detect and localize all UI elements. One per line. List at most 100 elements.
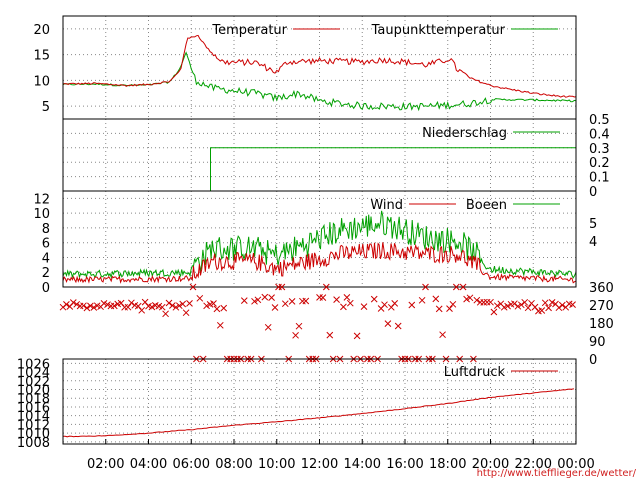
wind-direction-marker [538,307,546,314]
wind-direction-marker [466,294,474,302]
wind-direction-marker [435,305,443,313]
wind-direction-marker [261,293,269,301]
wind-direction-marker [128,299,135,307]
dir-tick-label: 360 [589,281,614,296]
wind-tick-label: 8 [42,222,50,237]
wind-direction-marker [288,298,296,305]
wind-direction-marker [220,304,228,312]
wind-direction-marker [73,300,81,308]
wind-direction-marker [90,304,98,311]
wind-direction-marker [524,304,532,312]
time-tick-label: 08:00 [215,457,252,472]
wind-line [62,242,576,284]
rain-tick-label: 0.1 [589,171,610,186]
wind-direction-marker [87,302,94,310]
wind-tick-label: 6 [42,237,50,252]
wind-direction-marker [408,301,416,309]
pressure-tick-label: 1012 [17,418,50,433]
time-axis: 02:00 04:00 06:00 08:00 10:00 12:00 14:00 16:00… [87,439,595,472]
wind-direction-marker [555,304,563,312]
wind-direction-marker [83,304,91,312]
wind-direction-marker [439,331,446,339]
pressure-tick-label: 1016 [17,401,50,416]
pressure-tick-label: 1010 [17,427,50,442]
legend-boeen: Boeen [466,198,507,213]
time-tick-label: 20:00 [472,457,509,472]
wind-direction-marker [487,298,494,306]
pressure-tick-label: 1020 [17,384,50,399]
wind-direction-marker [319,294,327,301]
footer-url[interactable]: http://www.tiefflieger.de/wetter/ [477,468,637,479]
legend-temperatur: Temperatur [211,23,287,38]
time-tick-label: 02:00 [87,457,124,472]
rain-tick-label: 0.4 [589,127,610,142]
wind-direction-marker [292,331,299,339]
wind-direction-marker [391,300,399,307]
time-tick-label: 06:00 [173,457,210,472]
time-tick-label: 18:00 [429,457,466,472]
wind-direction-marker [295,322,303,330]
wind-direction-marker [384,320,392,327]
time-tick-label: 04:00 [130,457,167,472]
wind-direction-marker [196,294,204,302]
legend-luftdruck: Luftdruck [444,365,506,380]
wind-direction-marker [381,301,388,309]
wind-direction-marker [360,303,368,310]
wind-direction-marker [158,303,166,311]
wind-direction-marker [432,295,440,303]
rain-tick-label: 0 [589,185,597,200]
wind-direction-marker [473,296,481,304]
time-tick-label: 16:00 [386,457,423,472]
wind-direction-marker [418,296,426,304]
wind-direction-marker [521,298,529,306]
wind-direction-marker [189,283,197,291]
wind-direction-marker [343,294,351,301]
wind-right-tick-label: 4 [589,235,597,250]
wind-direction-marker [124,303,132,311]
wind-direction-marker [422,283,429,291]
rain-tick-label: 0.2 [589,156,610,171]
wind-direction-marker [452,283,460,291]
wind-direction-marker [281,300,289,308]
dir-tick-label: 90 [589,335,606,350]
wind-tick-label: 12 [33,192,50,207]
wind-direction-marker [511,300,518,308]
pressure-tick-label: 1026 [17,357,50,372]
wind-direction-marker [278,283,286,291]
wind-direction-marker [210,300,217,307]
wind-direction-marker [569,301,576,308]
wind-direction-marker [333,296,340,303]
wind-direction-marker [264,323,272,331]
wind-direction-marker [240,297,248,304]
time-tick-label: 22:00 [515,457,552,472]
gust-line [62,210,577,279]
wind-tick-label: 4 [42,251,50,266]
wind-direction-marker [179,300,187,308]
wind-direction-marker [271,304,279,311]
wind-direction-marker [490,308,498,316]
wind-direction-marker [514,302,522,310]
wind-direction-marker [251,297,258,305]
legend-wind: Wind [370,198,403,213]
wind-direction-marker [353,332,361,340]
wind-direction-marker [69,299,77,306]
time-tick-label: 14:00 [344,457,381,472]
wind-direction-marker [203,302,210,310]
pressure-line [63,388,575,438]
temp-tick-label: 5 [42,100,50,115]
wind-direction-marker [548,299,556,306]
wind-direction-marker [110,302,118,310]
rain-tick-label: 0.5 [589,113,610,128]
time-tick-label: 00:00 [557,457,594,472]
wind-direction-marker [162,310,169,318]
legend-niederschlag: Niederschlag [422,126,507,141]
pressure-tick-label: 1022 [17,375,50,390]
wind-direction-marker [493,302,501,310]
wind-direction-marker [148,303,156,311]
wind-direction-marker [322,283,330,291]
wind-right-tick-label: 5 [589,217,597,232]
dir-tick-label: 270 [589,299,614,314]
wind-direction-marker [326,331,334,339]
